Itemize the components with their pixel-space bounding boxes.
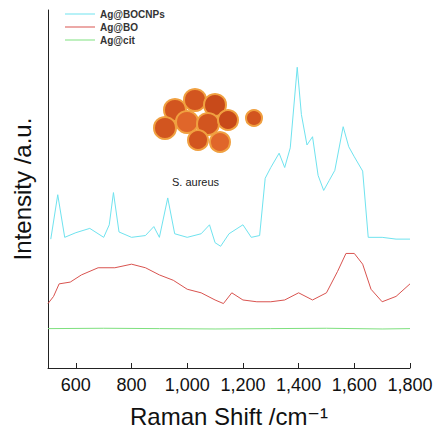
svg-text:1,000: 1,000: [165, 375, 210, 395]
svg-text:Raman Shift /cm⁻¹: Raman Shift /cm⁻¹: [130, 403, 328, 430]
svg-text:600: 600: [61, 375, 91, 395]
svg-text:1,200: 1,200: [220, 375, 265, 395]
svg-text:S. aureus: S. aureus: [172, 176, 220, 188]
svg-text:1,600: 1,600: [332, 375, 377, 395]
svg-text:1,800: 1,800: [387, 375, 432, 395]
svg-text:Ag@BOCNPs: Ag@BOCNPs: [100, 9, 165, 20]
svg-text:Ag@BO: Ag@BO: [100, 22, 138, 33]
svg-text:800: 800: [117, 375, 147, 395]
svg-text:Intensity /a.u.: Intensity /a.u.: [9, 118, 36, 261]
svg-text:Ag@cit: Ag@cit: [100, 35, 135, 46]
svg-text:1,400: 1,400: [276, 375, 321, 395]
